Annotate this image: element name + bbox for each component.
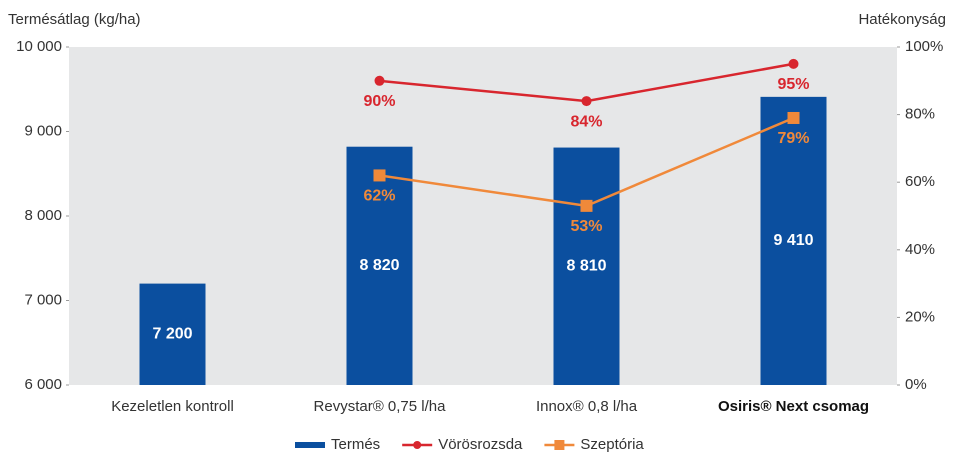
x-tick-label: Revystar® 0,75 l/ha bbox=[314, 398, 447, 415]
line-label: 62% bbox=[363, 188, 395, 205]
line-label: 79% bbox=[777, 130, 809, 147]
legend-swatch bbox=[295, 442, 325, 448]
y2-tick-label: 40% bbox=[905, 241, 935, 258]
y-tick-label: 9 000 bbox=[24, 122, 62, 139]
bar bbox=[760, 96, 827, 385]
plot-area bbox=[69, 47, 897, 385]
bar bbox=[346, 146, 413, 385]
x-tick-label: Osiris® Next csomag bbox=[718, 398, 869, 415]
legend-label: Szeptória bbox=[580, 436, 644, 453]
bar bbox=[553, 147, 620, 385]
bar bbox=[139, 283, 206, 385]
y-tick-label: 7 000 bbox=[24, 291, 62, 308]
y2-tick-label: 20% bbox=[905, 308, 935, 325]
y2-tick-label: 0% bbox=[905, 376, 927, 393]
bar-label: 8 810 bbox=[566, 257, 606, 274]
marker bbox=[374, 75, 385, 86]
marker bbox=[580, 199, 593, 212]
line-label: 95% bbox=[777, 76, 809, 93]
marker bbox=[787, 111, 800, 124]
bar-label: 9 410 bbox=[773, 232, 813, 249]
legend-marker bbox=[554, 440, 565, 450]
legend-marker bbox=[413, 441, 422, 449]
legend-label: Termés bbox=[331, 436, 380, 453]
line-label: 84% bbox=[570, 113, 602, 130]
y-tick-label: 6 000 bbox=[24, 376, 62, 393]
marker bbox=[373, 169, 386, 182]
marker bbox=[788, 58, 799, 69]
y-tick-label: 8 000 bbox=[24, 207, 62, 224]
y2-tick-label: 60% bbox=[905, 173, 935, 190]
y-tick-label: 10 000 bbox=[16, 38, 62, 55]
x-tick-label: Kezeletlen kontroll bbox=[111, 398, 234, 415]
legend-label: Vörösrozsda bbox=[438, 436, 523, 453]
x-tick-label: Innox® 0,8 l/ha bbox=[536, 398, 638, 415]
bar-label: 7 200 bbox=[152, 326, 192, 343]
y2-tick-label: 100% bbox=[905, 38, 943, 55]
marker bbox=[581, 96, 592, 107]
y2-axis-title: Hatékonyság bbox=[858, 11, 946, 28]
y2-tick-label: 80% bbox=[905, 106, 935, 123]
line-label: 53% bbox=[570, 218, 602, 235]
line-label: 90% bbox=[363, 93, 395, 110]
y-axis-title: Termésátlag (kg/ha) bbox=[8, 11, 141, 28]
bar-label: 8 820 bbox=[359, 257, 399, 274]
